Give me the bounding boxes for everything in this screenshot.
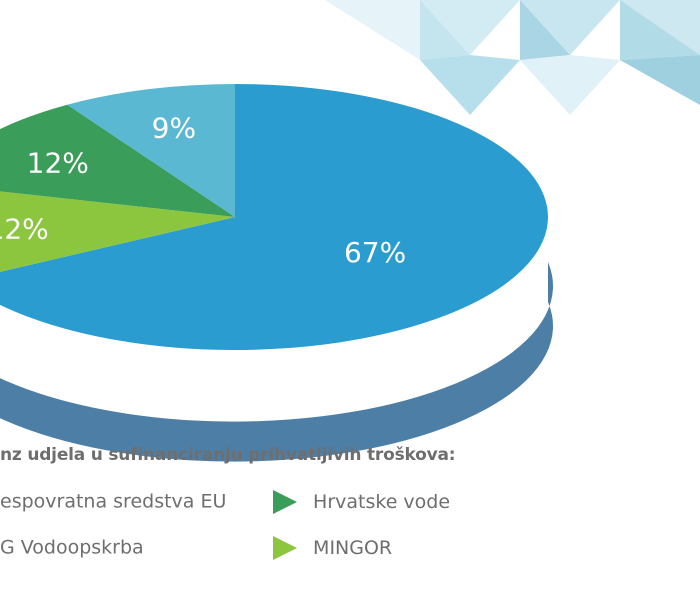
legend-item-label: G Vodoopskrba [0, 536, 144, 559]
legend-item-eu: espovratna sredstva EU [0, 490, 226, 513]
slice-label: 12% [27, 146, 89, 179]
slice-label: 12% [0, 213, 49, 246]
pie-slice [0, 191, 235, 272]
legend-item-label: MINGOR [313, 537, 393, 559]
legend-title: nz udjela u sufinanciranju prihvatljivih… [0, 445, 456, 465]
triangle-marker-icon [273, 490, 297, 514]
legend-item-mingor: MINGOR [273, 536, 392, 560]
triangle-marker-icon [273, 536, 297, 560]
slice-label: 9% [152, 112, 196, 145]
slice-label: 67% [344, 236, 406, 269]
legend-item-hrvatske-vode: Hrvatske vode [273, 490, 450, 514]
legend-item-label: espovratna sredstva EU [0, 490, 227, 513]
pie-slice [0, 84, 548, 350]
pie-slice [0, 104, 235, 217]
pie-side [0, 262, 554, 462]
pie-slice [67, 84, 235, 217]
legend-item-label: Hrvatske vode [313, 491, 451, 513]
legend-item-vodoopskrba: G Vodoopskrba [0, 536, 144, 559]
